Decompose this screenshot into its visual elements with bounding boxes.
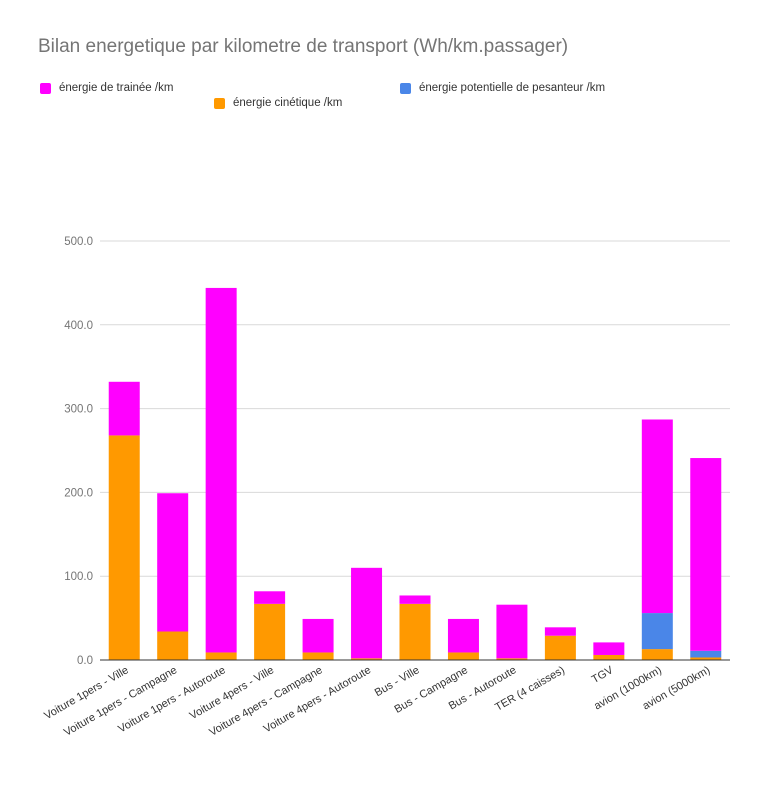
bar-segment[interactable] bbox=[641, 649, 673, 660]
bar-segment[interactable] bbox=[108, 435, 140, 660]
bar-segment[interactable] bbox=[641, 613, 673, 650]
bar-segment[interactable] bbox=[205, 287, 237, 653]
bar-segment[interactable] bbox=[157, 493, 189, 632]
bar-segment[interactable] bbox=[254, 591, 286, 604]
y-tick-label: 300.0 bbox=[64, 404, 93, 416]
legend-label-trainee: énergie de trainée /km bbox=[59, 82, 174, 94]
bar-segment[interactable] bbox=[302, 652, 334, 660]
bar-segment[interactable] bbox=[496, 604, 528, 659]
bar-segment[interactable] bbox=[254, 603, 286, 660]
bar-segment[interactable] bbox=[108, 381, 140, 436]
bar-segment[interactable] bbox=[351, 567, 383, 659]
legend-item-pesanteur[interactable]: énergie potentielle de pesanteur /km bbox=[400, 82, 605, 94]
bar-segment[interactable] bbox=[690, 458, 722, 651]
y-tick-label: 0.0 bbox=[77, 655, 93, 667]
legend-swatch-cinetique bbox=[214, 97, 225, 109]
bar-segment[interactable] bbox=[447, 618, 479, 653]
x-tick-label: TGV bbox=[590, 664, 616, 686]
bars-layer bbox=[108, 287, 722, 660]
legend-item-cinetique[interactable]: énergie cinétique /km bbox=[214, 97, 342, 109]
bar-segment[interactable] bbox=[544, 635, 576, 660]
legend-swatch-trainee bbox=[40, 82, 51, 94]
y-tick-label: 500.0 bbox=[64, 236, 93, 248]
y-tick-label: 200.0 bbox=[64, 487, 93, 499]
grid-layer bbox=[100, 240, 730, 577]
bar-segment[interactable] bbox=[447, 652, 479, 660]
bar-segment[interactable] bbox=[205, 652, 237, 660]
bar-segment[interactable] bbox=[544, 627, 576, 636]
legend-item-trainee[interactable]: énergie de trainée /km bbox=[40, 82, 173, 94]
legend-label-cinetique: énergie cinétique /km bbox=[233, 97, 343, 109]
legend-swatch-pesanteur bbox=[400, 82, 411, 94]
bar-segment[interactable] bbox=[399, 603, 431, 660]
chart-title: Bilan energetique par kilometre de trans… bbox=[38, 36, 569, 57]
bar-segment[interactable] bbox=[641, 419, 673, 614]
bar-segment[interactable] bbox=[302, 618, 334, 653]
bar-segment[interactable] bbox=[157, 631, 189, 660]
bar-segment[interactable] bbox=[351, 658, 383, 660]
bar-segment[interactable] bbox=[690, 650, 722, 658]
y-tick-label: 400.0 bbox=[64, 320, 93, 332]
bar-segment[interactable] bbox=[496, 658, 528, 660]
bar-segment[interactable] bbox=[399, 595, 431, 604]
y-tick-label: 100.0 bbox=[64, 571, 93, 583]
bar-segment[interactable] bbox=[593, 654, 625, 660]
bar-segment[interactable] bbox=[593, 642, 625, 655]
legend-label-pesanteur: énergie potentielle de pesanteur /km bbox=[419, 82, 606, 94]
bar-segment[interactable] bbox=[690, 657, 722, 660]
